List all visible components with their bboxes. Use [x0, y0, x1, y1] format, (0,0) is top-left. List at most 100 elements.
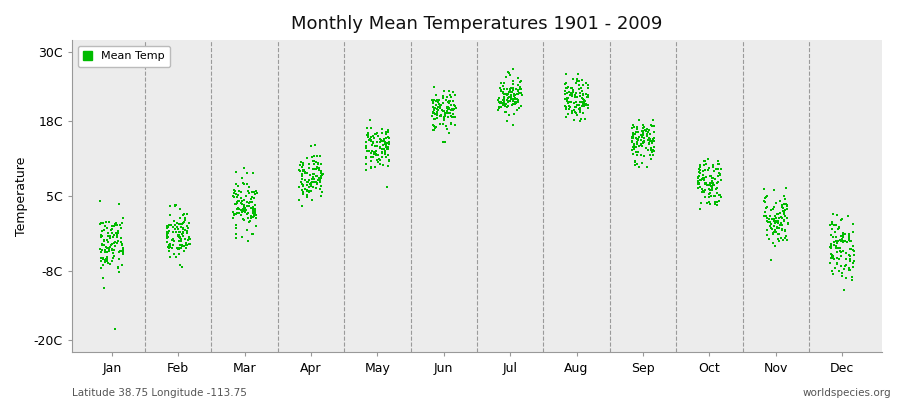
Point [365, 142, 380, 149]
Point [768, 213, 782, 220]
Point [712, 161, 726, 167]
Point [295, 190, 310, 197]
Point [700, 156, 715, 162]
Point [779, 202, 794, 209]
Point [630, 136, 644, 142]
Point [560, 90, 574, 96]
Point [842, 252, 856, 258]
Point [171, 234, 185, 240]
Point [364, 148, 379, 154]
Point [107, 252, 122, 259]
Point [780, 220, 795, 227]
Point [116, 251, 130, 258]
Point [567, 104, 581, 110]
Point [563, 85, 578, 92]
Point [630, 126, 644, 132]
Point [163, 212, 177, 219]
Point [162, 228, 176, 234]
Point [509, 100, 524, 106]
Point [428, 110, 442, 116]
Point [438, 110, 453, 116]
Point [296, 162, 310, 168]
Point [304, 187, 319, 194]
Point [430, 97, 445, 103]
Point [169, 245, 184, 252]
Point [690, 181, 705, 188]
Point [176, 225, 190, 232]
Point [763, 225, 778, 231]
Point [304, 182, 319, 189]
Point [769, 227, 783, 233]
Point [630, 151, 644, 158]
Point [363, 116, 377, 123]
Point [227, 194, 241, 200]
Point [823, 222, 837, 228]
Point [842, 246, 857, 252]
Point [572, 90, 587, 96]
Point [706, 175, 720, 182]
Point [229, 222, 243, 228]
Point [364, 158, 378, 164]
Point [236, 206, 250, 212]
Point [558, 103, 572, 109]
Point [107, 223, 122, 230]
Point [564, 109, 579, 116]
Point [824, 254, 839, 261]
Point [626, 135, 640, 141]
Point [646, 117, 661, 124]
Point [647, 144, 662, 151]
Point [778, 196, 792, 202]
Point [759, 213, 773, 220]
Point [160, 234, 175, 240]
Point [427, 116, 441, 122]
Point [370, 142, 384, 149]
Point [515, 92, 529, 98]
Point [832, 225, 847, 231]
Point [491, 99, 506, 105]
Point [646, 138, 661, 144]
Point [704, 183, 718, 190]
Point [109, 219, 123, 226]
Point [698, 181, 712, 188]
Point [302, 181, 317, 187]
Point [846, 221, 860, 227]
Point [497, 94, 511, 100]
Point [446, 114, 460, 120]
Point [640, 126, 654, 133]
Point [163, 202, 177, 209]
Point [160, 232, 175, 238]
Point [176, 248, 191, 254]
Point [307, 176, 321, 182]
Point [830, 261, 844, 267]
Point [237, 164, 251, 171]
Point [644, 149, 659, 155]
Point [436, 121, 451, 127]
Point [626, 144, 640, 150]
Point [630, 137, 644, 143]
Point [572, 93, 587, 100]
Point [311, 161, 326, 167]
Point [703, 181, 717, 188]
Point [836, 232, 850, 238]
Point [499, 108, 513, 115]
Point [374, 160, 388, 167]
Point [569, 99, 583, 105]
Point [96, 220, 111, 226]
Point [824, 250, 838, 257]
Point [569, 90, 583, 96]
Point [570, 112, 584, 119]
Point [109, 230, 123, 236]
Point [105, 241, 120, 247]
Point [175, 221, 189, 227]
Point [359, 161, 374, 167]
Point [693, 184, 707, 190]
Point [568, 109, 582, 115]
Point [374, 138, 389, 144]
Point [229, 231, 243, 237]
Point [444, 121, 458, 127]
Point [308, 142, 322, 148]
Point [102, 245, 116, 252]
Point [580, 94, 595, 101]
Point [310, 164, 325, 171]
Point [101, 260, 115, 266]
